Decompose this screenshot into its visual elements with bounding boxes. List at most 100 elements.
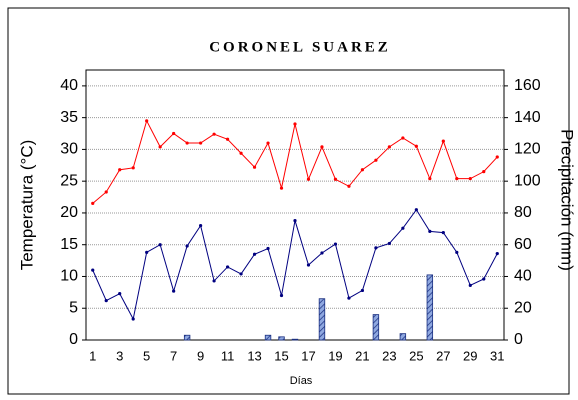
point [185, 244, 189, 248]
x-tick-label: 3 [116, 348, 123, 363]
point [320, 145, 324, 149]
point [401, 136, 405, 140]
point [428, 177, 432, 181]
point [212, 279, 216, 283]
point [266, 246, 270, 251]
point [252, 165, 257, 169]
point [279, 293, 284, 298]
point [225, 265, 230, 269]
point [104, 299, 108, 303]
point [145, 119, 149, 123]
point [306, 177, 311, 181]
point [468, 283, 472, 287]
point [360, 288, 365, 293]
point [320, 251, 324, 255]
bar [264, 334, 272, 341]
point [131, 166, 135, 170]
point [145, 250, 149, 254]
point [414, 208, 418, 212]
y-tick-label: 5 [69, 299, 78, 316]
point [374, 246, 378, 250]
x-tick-label: 1 [89, 348, 96, 363]
point [306, 263, 311, 267]
y2-tick-label: 120 [514, 141, 541, 158]
point [347, 296, 351, 300]
point [347, 184, 351, 188]
point [374, 158, 378, 162]
y-axis-label: Temperatura (°C) [17, 140, 36, 271]
x-tick-label: 7 [170, 348, 177, 363]
point [455, 250, 459, 254]
point [279, 186, 284, 190]
point [252, 252, 257, 256]
point [104, 190, 108, 194]
y-tick-label: 0 [69, 331, 78, 348]
point [212, 132, 216, 136]
point [118, 292, 122, 296]
x-tick-label: 27 [436, 348, 450, 363]
y2-tick-label: 20 [514, 299, 532, 316]
point [468, 177, 472, 181]
y2-tick-label: 160 [514, 77, 541, 94]
point [91, 201, 95, 206]
point [414, 144, 418, 148]
chart-border [7, 7, 570, 395]
chart-title: CORONEL SUAREZ [209, 39, 391, 55]
point [441, 139, 445, 143]
x-tick-label: 11 [221, 348, 235, 363]
bar [318, 298, 326, 341]
bar [278, 336, 285, 341]
point [360, 168, 365, 172]
point [199, 224, 203, 228]
point [118, 168, 122, 172]
bar [399, 333, 407, 341]
y2-tick-label: 0 [514, 331, 523, 348]
bar [426, 274, 434, 341]
point [293, 218, 297, 223]
x-tick-label: 9 [197, 348, 204, 363]
y-tick-label: 20 [60, 204, 78, 221]
y-tick-label: 40 [60, 77, 78, 94]
y2-tick-label: 100 [514, 172, 541, 189]
point [495, 252, 499, 256]
point [172, 131, 176, 136]
y-tick-label: 35 [60, 109, 78, 126]
x-tick-label: 31 [490, 348, 504, 363]
y2-tick-label: 40 [514, 268, 532, 285]
point [172, 289, 176, 293]
point [91, 268, 95, 272]
bar [372, 314, 380, 341]
x-tick-label: 13 [247, 348, 261, 363]
x-tick-label: 17 [301, 348, 315, 363]
bar [291, 338, 299, 341]
x-tick-label: 21 [355, 348, 369, 363]
plot-area [85, 69, 505, 341]
point [387, 145, 391, 149]
point [239, 272, 243, 276]
y-tick-label: 30 [60, 141, 78, 158]
point [401, 226, 405, 230]
point [455, 177, 459, 181]
line [92, 119, 498, 204]
x-tick-label: 5 [143, 348, 150, 363]
y-tick-label: 15 [60, 236, 78, 253]
point [131, 317, 135, 321]
point [239, 151, 243, 155]
y-tick-label: 10 [60, 268, 78, 285]
y2-tick-label: 140 [514, 109, 541, 126]
x-tick-label: 23 [382, 348, 396, 363]
x-tick-label: 25 [409, 348, 423, 363]
point [495, 155, 499, 159]
line [92, 208, 498, 321]
point [482, 277, 486, 281]
point [199, 141, 203, 145]
point [293, 122, 297, 126]
point [266, 141, 270, 145]
bar [183, 334, 191, 341]
x-tick-label: 29 [463, 348, 477, 363]
point [482, 170, 486, 174]
point [333, 177, 338, 181]
point [428, 229, 432, 233]
y2-tick-label: 60 [514, 236, 532, 253]
